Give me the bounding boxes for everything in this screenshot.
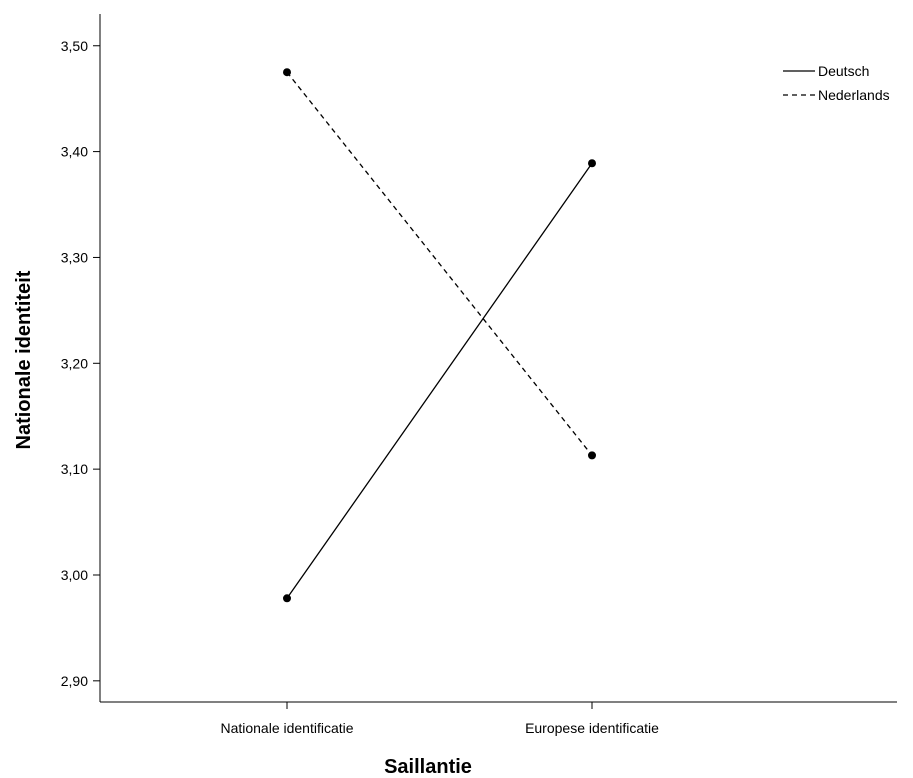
x-tick-label: Nationale identificatie: [220, 720, 353, 736]
series-line-deutsch: [286, 162, 593, 599]
legend-label-nederlands: Nederlands: [818, 87, 890, 103]
y-tick-label: 3,50: [61, 38, 88, 54]
y-axis-title: Nationale identiteit: [13, 270, 35, 449]
data-point-nederlands: [283, 68, 291, 77]
series-layer: [283, 68, 596, 603]
y-axis-ticks: 2,90 3,00 3,10 3,20 3,30 3,40 3,50: [61, 38, 100, 689]
data-point-deutsch: [588, 159, 596, 168]
x-axis-title: Saillantie: [384, 756, 472, 778]
x-tick-label: Europese identificatie: [525, 720, 659, 736]
y-tick-label: 2,90: [61, 673, 88, 689]
legend-label-deutsch: Deutsch: [818, 63, 869, 79]
y-tick-label: 3,10: [61, 461, 88, 477]
x-axis-ticks: Nationale identificatie Europese identifi…: [220, 702, 659, 736]
y-tick-label: 3,30: [61, 249, 88, 265]
series-line-nederlands: [286, 71, 593, 456]
data-point-nederlands: [588, 451, 596, 460]
y-tick-label: 3,00: [61, 567, 88, 583]
data-point-deutsch: [283, 594, 291, 603]
legend: Deutsch Nederlands: [783, 63, 890, 103]
y-tick-label: 3,20: [61, 355, 88, 371]
y-tick-label: 3,40: [61, 144, 88, 160]
